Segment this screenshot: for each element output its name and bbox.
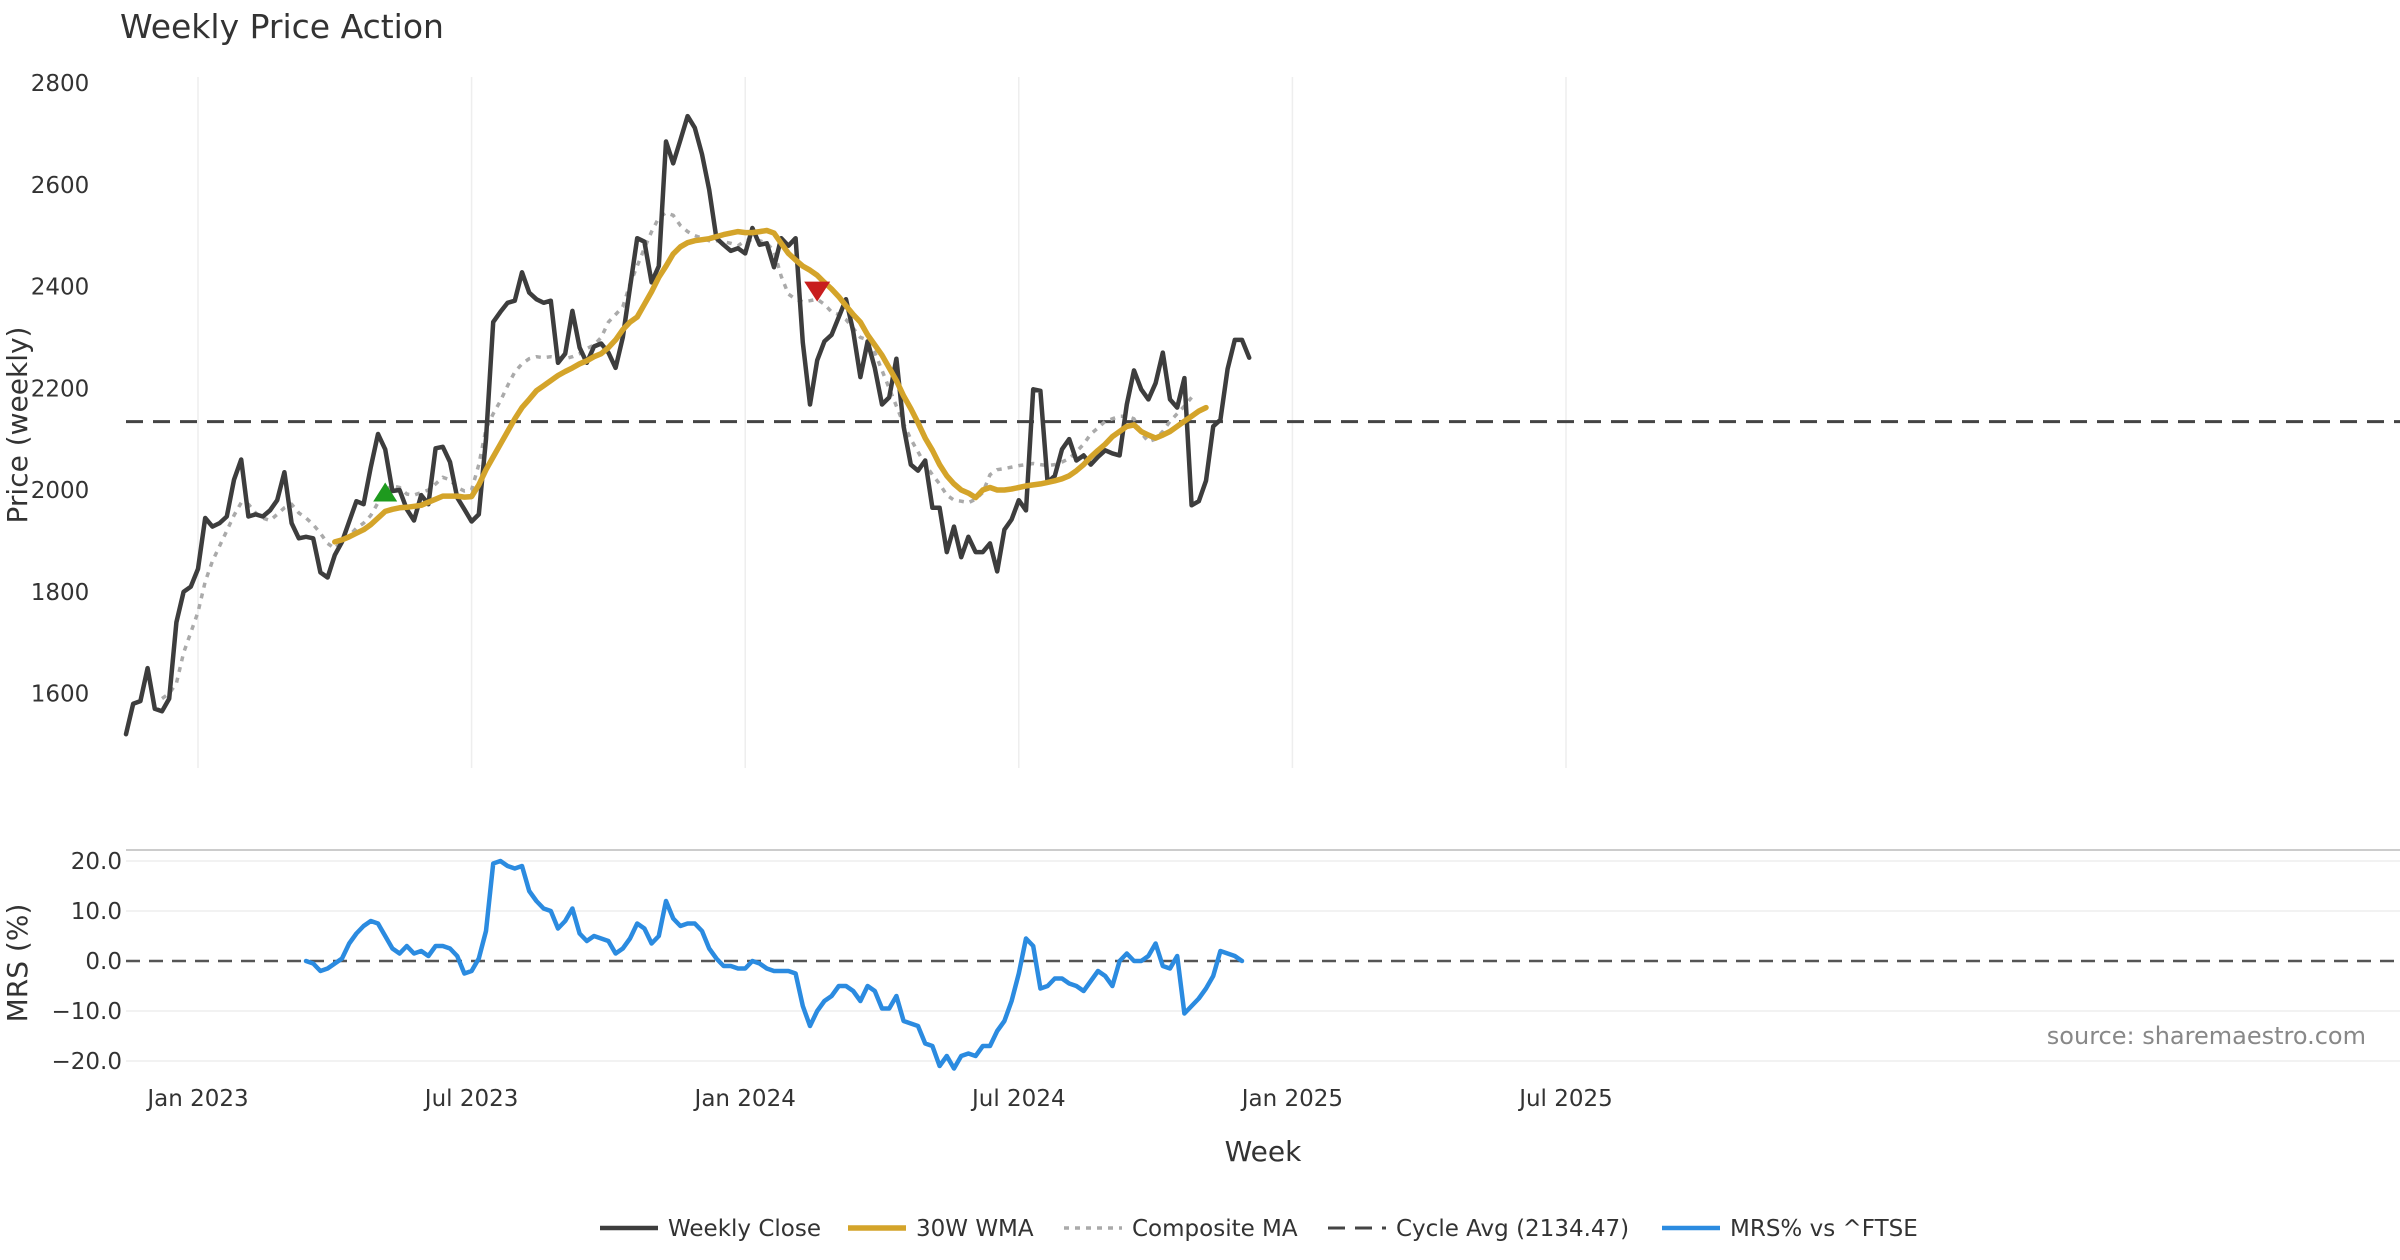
x-tick-label: Jul 2024: [970, 1086, 1066, 1112]
x-axis-label: Week: [1225, 1135, 1302, 1168]
mrs-y-tick-label: 10.0: [71, 899, 122, 925]
series-line-composite: [160, 210, 1193, 701]
mrs-y-tick-label: 0.0: [85, 949, 122, 975]
mrs-gridlines: [126, 860, 2400, 1062]
mrs-y-tick-label: −20.0: [52, 1049, 122, 1075]
x-tick-label: Jan 2025: [1240, 1086, 1343, 1112]
chart-title: Weekly Price Action: [120, 7, 444, 46]
price-y-tick-label: 2000: [31, 478, 90, 504]
legend-label-mrs: MRS% vs ^FTSE: [1730, 1216, 1918, 1242]
mrs-y-ticks: −20.0 −10.0 0.0 10.0 20.0: [52, 849, 122, 1075]
price-y-tick-label: 1600: [31, 682, 90, 708]
trade-signals: [373, 281, 831, 502]
legend-label-close: Weekly Close: [668, 1216, 821, 1242]
legend-label-composite: Composite MA: [1132, 1216, 1298, 1242]
source-note: source: sharemaestro.com: [2047, 1022, 2366, 1050]
mrs-y-tick-label: −10.0: [52, 999, 122, 1025]
price-series: [123, 113, 1252, 737]
price-y-tick-label: 2800: [31, 71, 90, 97]
mrs-y-tick-label: 20.0: [71, 849, 122, 875]
buy-signal-marker: [373, 482, 398, 502]
series-line-wma: [332, 227, 1209, 545]
price-y-ticks: 1600 1800 2000 2200 2400 2600 2800: [31, 71, 90, 708]
legend: Weekly Close 30W WMA Composite MA Cycle Avg…: [600, 1216, 1918, 1242]
price-y-tick-label: 2200: [31, 376, 90, 402]
x-tick-label: Jan 2024: [693, 1086, 796, 1112]
x-tick-label: Jul 2025: [1517, 1086, 1613, 1112]
price-y-axis-label: Price (weekly): [1, 327, 34, 524]
price-panel: 1600 1800 2000 2200 2400 2600 2800 Price (week…: [1, 71, 2400, 768]
x-tick-label: Jan 2023: [145, 1086, 248, 1112]
price-y-tick-label: 2600: [31, 173, 90, 199]
mrs-y-axis-label: MRS (%): [1, 904, 34, 1023]
x-axis-ticks: Jan 2023 Jul 2023 Jan 2024 Jul 2024 Jan 2025…: [145, 1086, 1612, 1112]
series-line-close: [123, 113, 1252, 737]
price-y-tick-label: 1800: [31, 580, 90, 606]
legend-label-wma: 30W WMA: [916, 1216, 1034, 1242]
sell-signal-marker: [804, 281, 831, 302]
legend-label-cycle: Cycle Avg (2134.47): [1396, 1216, 1629, 1242]
mrs-series: [303, 858, 1245, 1071]
price-y-tick-label: 2400: [31, 275, 90, 301]
series-line-mrs: [303, 858, 1245, 1071]
mrs-panel: −20.0 −10.0 0.0 10.0 20.0 MRS (%) source: sh…: [1, 849, 2400, 1075]
x-tick-label: Jul 2023: [423, 1086, 519, 1112]
